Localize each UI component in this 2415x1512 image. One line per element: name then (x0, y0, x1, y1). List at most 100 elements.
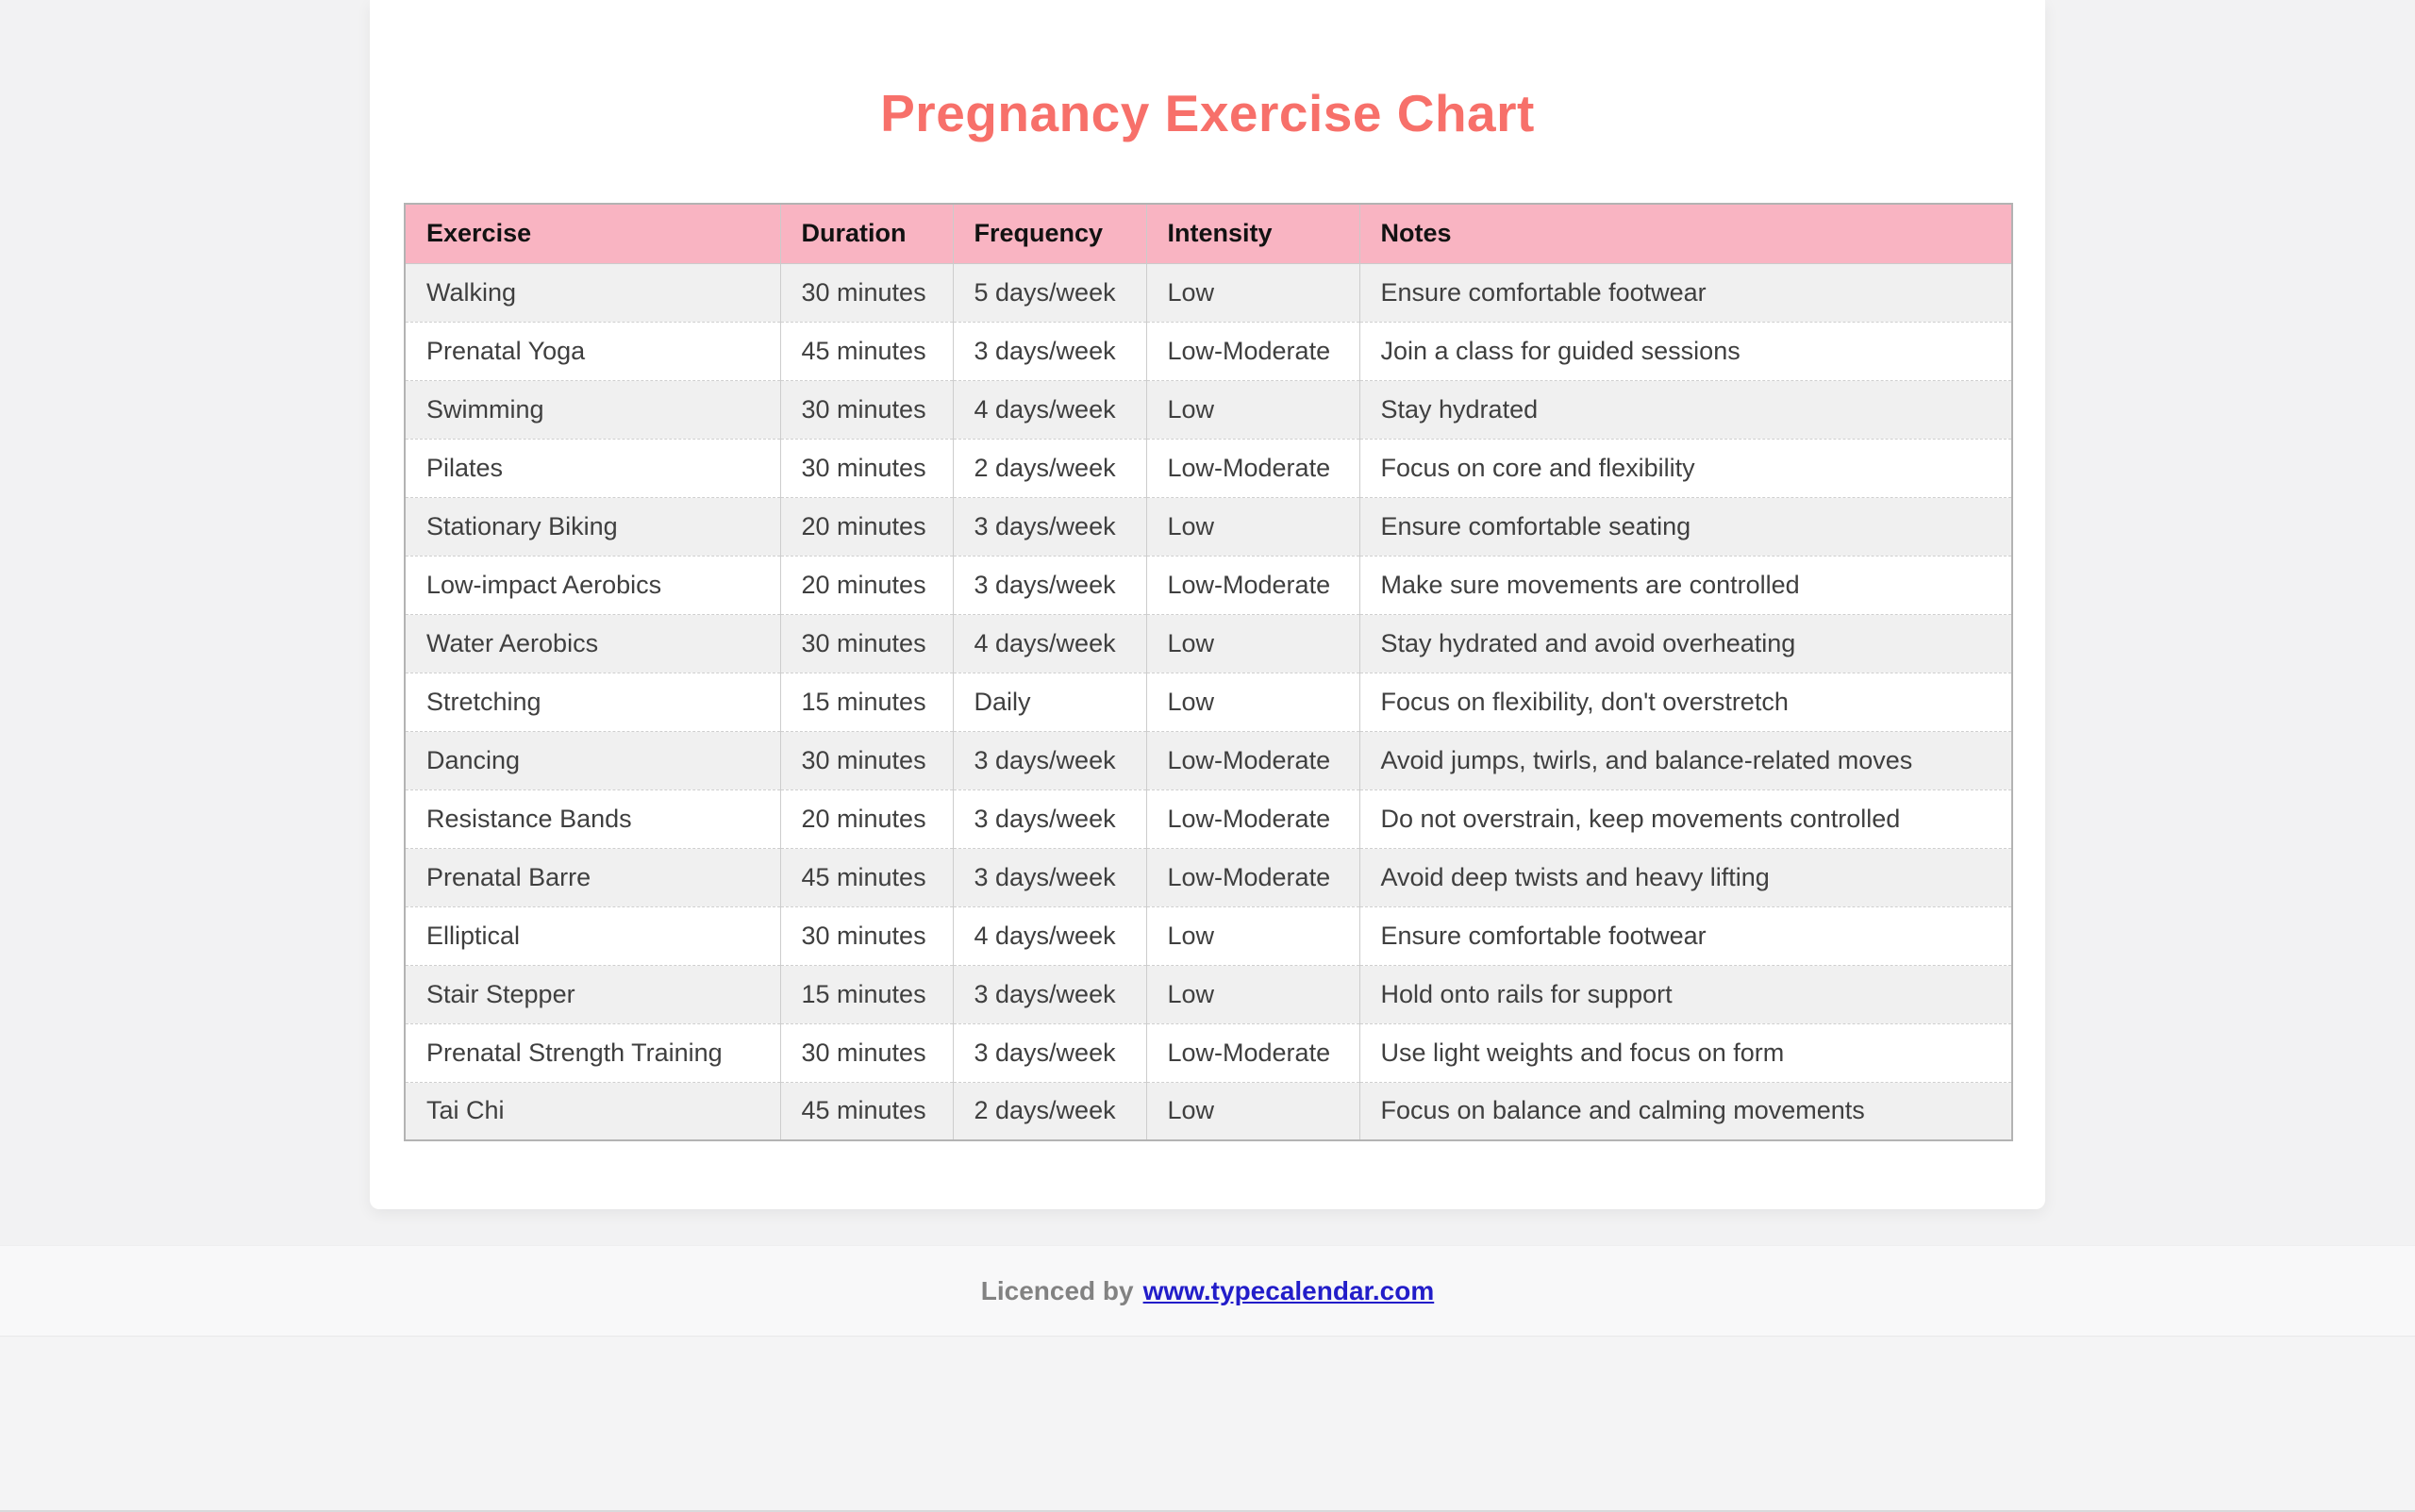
table-row: Tai Chi 45 minutes 2 days/week Low Focus on … (404, 1081, 2013, 1140)
column-header: Intensity (1145, 203, 1360, 264)
table-cell: Low-Moderate (1145, 847, 1360, 906)
table-header-row: Exercise Duration Frequency Intensity Notes (404, 203, 2013, 264)
table-cell: Swimming (404, 379, 781, 439)
table-cell: Low (1145, 262, 1360, 322)
table-cell: 3 days/week (952, 847, 1147, 906)
table-row: Pilates 30 minutes 2 days/week Low-Moderate… (404, 438, 2013, 497)
table-cell: 30 minutes (779, 262, 954, 322)
table-cell: 20 minutes (779, 789, 954, 848)
table-cell: 2 days/week (952, 1081, 1147, 1140)
table-cell: Prenatal Yoga (404, 321, 781, 380)
table-cell: Stay hydrated and avoid overheating (1358, 613, 2013, 673)
table-cell: Low-Moderate (1145, 789, 1360, 848)
table-cell: Focus on core and flexibility (1358, 438, 2013, 497)
table-cell: Low (1145, 1081, 1360, 1140)
column-header: Notes (1358, 203, 2013, 264)
exercise-table: Exercise Duration Frequency Intensity Notes … (404, 203, 2013, 1141)
table-cell: 3 days/week (952, 321, 1147, 380)
table-cell: Daily (952, 672, 1147, 731)
table-cell: Do not overstrain, keep movements contro… (1358, 789, 2013, 848)
table-cell: Prenatal Barre (404, 847, 781, 906)
table-cell: Stationary Biking (404, 496, 781, 556)
table-row: Walking 30 minutes 5 days/week Low Ensure co… (404, 262, 2013, 322)
table-cell: Low-Moderate (1145, 730, 1360, 789)
table-cell: 30 minutes (779, 906, 954, 965)
table-cell: 45 minutes (779, 847, 954, 906)
column-header: Exercise (404, 203, 781, 264)
table-cell: Low-Moderate (1145, 321, 1360, 380)
table-cell: Low-impact Aerobics (404, 555, 781, 614)
column-header: Frequency (952, 203, 1147, 264)
table-cell: Low-Moderate (1145, 1022, 1360, 1082)
table-cell: Avoid deep twists and heavy lifting (1358, 847, 2013, 906)
table-cell: Elliptical (404, 906, 781, 965)
bottom-area (0, 1338, 2415, 1512)
table-cell: Tai Chi (404, 1081, 781, 1140)
table-cell: Low (1145, 379, 1360, 439)
table-row: Stretching 15 minutes Daily Low Focus on fle… (404, 672, 2013, 731)
table-cell: Make sure movements are controlled (1358, 555, 2013, 614)
table-cell: 30 minutes (779, 379, 954, 439)
table-cell: Join a class for guided sessions (1358, 321, 2013, 380)
table-cell: Low (1145, 906, 1360, 965)
table-cell: 4 days/week (952, 613, 1147, 673)
table-cell: 20 minutes (779, 555, 954, 614)
table-cell: Stretching (404, 672, 781, 731)
table-cell: 30 minutes (779, 1022, 954, 1082)
table-cell: Low (1145, 613, 1360, 673)
table-row: Prenatal Barre 45 minutes 3 days/week Low-M… (404, 847, 2013, 906)
table-cell: 4 days/week (952, 906, 1147, 965)
table-row: Swimming 30 minutes 4 days/week Low Stay hyd… (404, 379, 2013, 439)
table-cell: Ensure comfortable footwear (1358, 906, 2013, 965)
table-cell: Low (1145, 672, 1360, 731)
table-cell: 3 days/week (952, 1022, 1147, 1082)
footer: Licenced by www.typecalendar.com (0, 1245, 2415, 1337)
table-cell: Avoid jumps, twirls, and balance-related… (1358, 730, 2013, 789)
table-cell: Low-Moderate (1145, 438, 1360, 497)
table-cell: Hold onto rails for support (1358, 964, 2013, 1023)
table-cell: Stair Stepper (404, 964, 781, 1023)
table-cell: Low-Moderate (1145, 555, 1360, 614)
table-cell: 3 days/week (952, 555, 1147, 614)
footer-license-text: Licenced by (980, 1276, 1134, 1305)
page-title: Pregnancy Exercise Chart (880, 84, 1535, 142)
table-cell: Prenatal Strength Training (404, 1022, 781, 1082)
table-row: Elliptical 30 minutes 4 days/week Low Ensure… (404, 906, 2013, 965)
table-cell: Walking (404, 262, 781, 322)
table-cell: 3 days/week (952, 964, 1147, 1023)
table-cell: 20 minutes (779, 496, 954, 556)
table-cell: Stay hydrated (1358, 379, 2013, 439)
table-cell: Low (1145, 496, 1360, 556)
table-row: Low-impact Aerobics 20 minutes 3 days/week… (404, 555, 2013, 614)
table-cell: Ensure comfortable seating (1358, 496, 2013, 556)
table-cell: 3 days/week (952, 496, 1147, 556)
table-cell: 5 days/week (952, 262, 1147, 322)
table-cell: 30 minutes (779, 730, 954, 789)
table-cell: 3 days/week (952, 730, 1147, 789)
table-cell: Focus on flexibility, don't overstretch (1358, 672, 2013, 731)
table-cell: 15 minutes (779, 672, 954, 731)
table-cell: 30 minutes (779, 438, 954, 497)
table-cell: 15 minutes (779, 964, 954, 1023)
table-cell: Low (1145, 964, 1360, 1023)
table-cell: Pilates (404, 438, 781, 497)
table-row: Water Aerobics 30 minutes 4 days/week Low St… (404, 613, 2013, 673)
table-row: Prenatal Yoga 45 minutes 3 days/week Low-Mo… (404, 321, 2013, 380)
table-cell: 2 days/week (952, 438, 1147, 497)
content-card: Pregnancy Exercise Chart Exercise Duratio… (370, 0, 2045, 1209)
table-cell: 45 minutes (779, 1081, 954, 1140)
table-row: Stair Stepper 15 minutes 3 days/week Low Hol… (404, 964, 2013, 1023)
column-header: Duration (779, 203, 954, 264)
table-cell: 3 days/week (952, 789, 1147, 848)
table-cell: Resistance Bands (404, 789, 781, 848)
footer-link[interactable]: www.typecalendar.com (1142, 1276, 1435, 1305)
table-row: Dancing 30 minutes 3 days/week Low-Moderate… (404, 730, 2013, 789)
table-cell: 45 minutes (779, 321, 954, 380)
table-row: Resistance Bands 20 minutes 3 days/week Low… (404, 789, 2013, 848)
table-cell: Dancing (404, 730, 781, 789)
table-cell: 30 minutes (779, 613, 954, 673)
table-cell: Use light weights and focus on form (1358, 1022, 2013, 1082)
table-cell: Ensure comfortable footwear (1358, 262, 2013, 322)
table-row: Stationary Biking 20 minutes 3 days/week Lo… (404, 496, 2013, 556)
